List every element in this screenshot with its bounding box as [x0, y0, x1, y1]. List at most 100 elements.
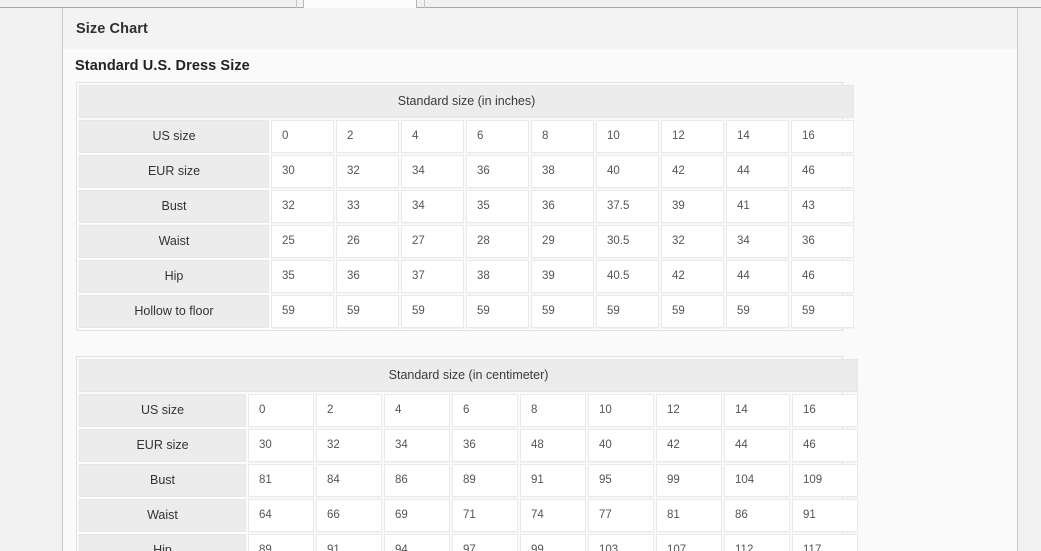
cell-value: 36 [336, 260, 399, 293]
cell-value: 40 [588, 429, 654, 462]
cell-value: 59 [661, 295, 724, 328]
cell-value: 46 [791, 155, 855, 188]
cell-value: 38 [531, 155, 594, 188]
cell-value: 35 [271, 260, 334, 293]
cell-value: 91 [316, 534, 382, 551]
cell-value: 35 [466, 190, 529, 223]
cell-value: 27 [401, 225, 464, 258]
size-table-centimeter-container: Standard size (in centimeter) US size 0 … [76, 356, 859, 551]
cell-value: 59 [791, 295, 855, 328]
cell-value: 34 [401, 155, 464, 188]
cell-value: 32 [316, 429, 382, 462]
cell-value: 59 [466, 295, 529, 328]
size-table-inches: Standard size (in inches) US size 0 2 4 … [77, 83, 856, 330]
cell-value: 42 [661, 260, 724, 293]
cell-value: 99 [520, 534, 586, 551]
cell-value: 12 [656, 394, 722, 427]
row-label-eur-size: EUR size [79, 155, 269, 188]
cell-value: 59 [271, 295, 334, 328]
cell-value: 16 [792, 394, 859, 427]
cell-value: 44 [726, 260, 789, 293]
cell-value: 46 [791, 260, 855, 293]
cell-value: 14 [726, 120, 789, 153]
cell-value: 36 [466, 155, 529, 188]
cell-value: 44 [724, 429, 790, 462]
table-row: Hip 35 36 37 38 39 40.5 42 44 46 [79, 260, 855, 293]
cell-value: 97 [452, 534, 518, 551]
cell-value: 91 [520, 464, 586, 497]
table-row: Waist 25 26 27 28 29 30.5 32 34 36 [79, 225, 855, 258]
cell-value: 28 [466, 225, 529, 258]
cell-value: 109 [792, 464, 859, 497]
cell-value: 40.5 [596, 260, 659, 293]
table-caption-centimeter: Standard size (in centimeter) [79, 359, 859, 392]
table-caption-row: Standard size (in inches) [79, 85, 855, 118]
cell-value: 59 [336, 295, 399, 328]
cell-value: 4 [401, 120, 464, 153]
row-label-waist: Waist [79, 225, 269, 258]
page-content-frame: Size Chart Standard U.S. Dress Size Stan… [62, 8, 1018, 551]
cell-value: 36 [452, 429, 518, 462]
cell-value: 34 [384, 429, 450, 462]
cell-value: 77 [588, 499, 654, 532]
cell-value: 34 [726, 225, 789, 258]
table-row: Waist 64 66 69 71 74 77 81 86 91 [79, 499, 859, 532]
cell-value: 46 [792, 429, 859, 462]
cell-value: 59 [401, 295, 464, 328]
cell-value: 25 [271, 225, 334, 258]
size-table-centimeter: Standard size (in centimeter) US size 0 … [77, 357, 860, 551]
cell-value: 71 [452, 499, 518, 532]
cell-value: 37 [401, 260, 464, 293]
cell-value: 37.5 [596, 190, 659, 223]
table-row: US size 0 2 4 6 8 10 12 14 16 [79, 120, 855, 153]
cell-value: 94 [384, 534, 450, 551]
cell-value: 4 [384, 394, 450, 427]
cell-value: 26 [336, 225, 399, 258]
cell-value: 69 [384, 499, 450, 532]
cell-value: 66 [316, 499, 382, 532]
tab-strip-baseline [0, 7, 1041, 8]
size-table-inches-body: Standard size (in inches) US size 0 2 4 … [79, 85, 855, 328]
row-label-hollow-to-floor: Hollow to floor [79, 295, 269, 328]
cell-value: 10 [596, 120, 659, 153]
cell-value: 84 [316, 464, 382, 497]
cell-value: 81 [248, 464, 314, 497]
table-row: Bust 81 84 86 89 91 95 99 104 109 [79, 464, 859, 497]
cell-value: 59 [596, 295, 659, 328]
cell-value: 64 [248, 499, 314, 532]
cell-value: 6 [466, 120, 529, 153]
cell-value: 6 [452, 394, 518, 427]
cell-value: 59 [531, 295, 594, 328]
cell-value: 42 [661, 155, 724, 188]
cell-value: 0 [248, 394, 314, 427]
cell-value: 39 [661, 190, 724, 223]
table-row: US size 0 2 4 6 8 10 12 14 16 [79, 394, 859, 427]
browser-tab-active[interactable] [303, 0, 417, 8]
row-label-us-size: US size [79, 394, 246, 427]
cell-value: 41 [726, 190, 789, 223]
cell-value: 36 [791, 225, 855, 258]
browser-tab-divider-right [424, 0, 425, 8]
cell-value: 89 [248, 534, 314, 551]
cell-value: 8 [531, 120, 594, 153]
cell-value: 89 [452, 464, 518, 497]
cell-value: 30 [248, 429, 314, 462]
cell-value: 34 [401, 190, 464, 223]
cell-value: 32 [271, 190, 334, 223]
cell-value: 81 [656, 499, 722, 532]
row-label-hip: Hip [79, 260, 269, 293]
cell-value: 86 [384, 464, 450, 497]
size-table-inches-container: Standard size (in inches) US size 0 2 4 … [76, 82, 855, 331]
cell-value: 99 [656, 464, 722, 497]
cell-value: 48 [520, 429, 586, 462]
cell-value: 38 [466, 260, 529, 293]
cell-value: 91 [792, 499, 859, 532]
cell-value: 30.5 [596, 225, 659, 258]
cell-value: 107 [656, 534, 722, 551]
size-chart-body: Standard U.S. Dress Size Standard size (… [63, 49, 1017, 551]
cell-value: 42 [656, 429, 722, 462]
cell-value: 104 [724, 464, 790, 497]
cell-value: 33 [336, 190, 399, 223]
browser-tab-divider-left [296, 0, 297, 8]
size-chart-header: Size Chart [63, 8, 1017, 49]
